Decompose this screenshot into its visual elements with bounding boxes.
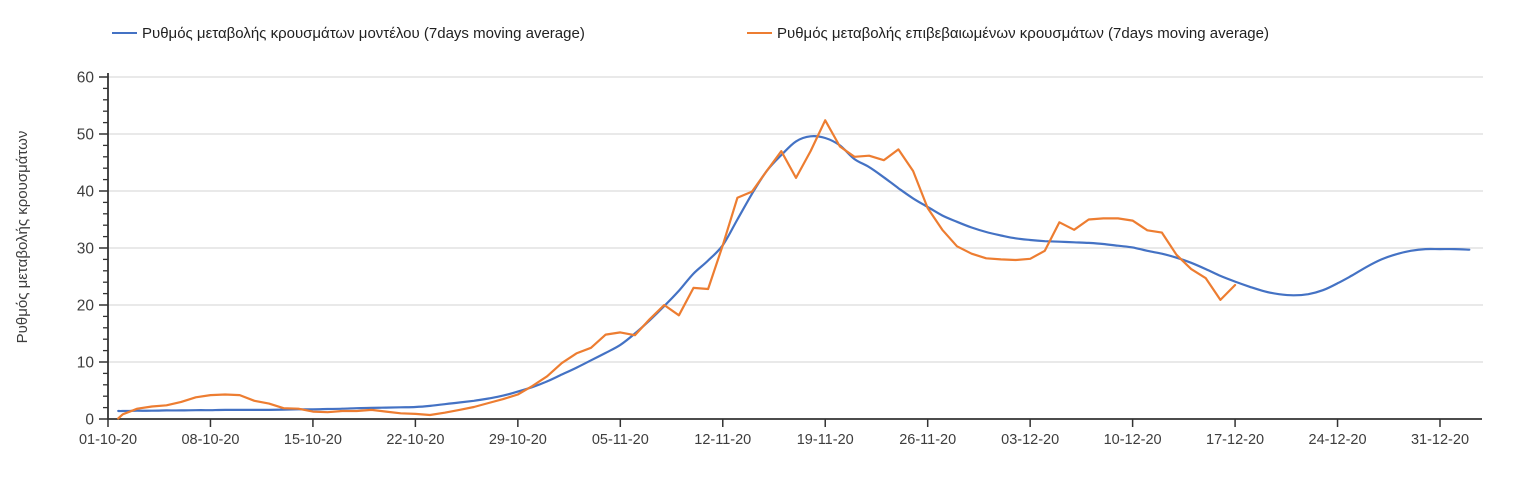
y-tick-label: 0 bbox=[85, 412, 94, 429]
y-tick-label: 20 bbox=[77, 298, 95, 315]
y-tick-label: 10 bbox=[77, 355, 95, 372]
series-line-confirmed bbox=[117, 119, 1237, 420]
legend-label-model-series: Ρυθμός μεταβολής κρουσμάτων μοντέλου (7d… bbox=[142, 24, 585, 42]
legend-label-confirmed-series: Ρυθμός μεταβολής επιβεβαιωμένων κρουσμάτ… bbox=[777, 24, 1269, 42]
y-tick-label: 50 bbox=[77, 127, 95, 144]
legend-line-marker-blue-icon bbox=[112, 32, 137, 34]
x-tick-label: 05-11-20 bbox=[592, 432, 649, 448]
x-tick-label: 31-12-20 bbox=[1411, 432, 1469, 448]
x-tick-label: 10-12-20 bbox=[1104, 432, 1162, 448]
legend-item-model-series[interactable]: Ρυθμός μεταβολής κρουσμάτων μοντέλου (7d… bbox=[112, 24, 585, 42]
x-tick-label: 19-11-20 bbox=[797, 432, 854, 448]
legend-line-marker-orange-icon bbox=[747, 32, 772, 34]
legend-item-confirmed-series[interactable]: Ρυθμός μεταβολής επιβεβαιωμένων κρουσμάτ… bbox=[747, 24, 1269, 42]
x-tick-label: 03-12-20 bbox=[1001, 432, 1059, 448]
x-tick-label: 08-10-20 bbox=[181, 432, 239, 448]
series-line-model bbox=[117, 135, 1471, 413]
y-tick-label: 60 bbox=[77, 70, 95, 87]
x-tick-label: 29-10-20 bbox=[489, 432, 547, 448]
legend: Ρυθμός μεταβολής κρουσμάτων μοντέλου (7d… bbox=[0, 0, 1519, 48]
x-tick-label: 12-11-20 bbox=[694, 432, 751, 448]
y-tick-label: 40 bbox=[77, 184, 95, 201]
x-tick-label: 26-11-20 bbox=[899, 432, 956, 448]
x-tick-label: 01-10-20 bbox=[79, 432, 137, 448]
y-tick-label: 30 bbox=[77, 241, 95, 258]
x-tick-label: 17-12-20 bbox=[1206, 432, 1264, 448]
x-tick-label: 15-10-20 bbox=[284, 432, 342, 448]
x-tick-label: 24-12-20 bbox=[1309, 432, 1367, 448]
x-tick-label: 22-10-20 bbox=[386, 432, 444, 448]
